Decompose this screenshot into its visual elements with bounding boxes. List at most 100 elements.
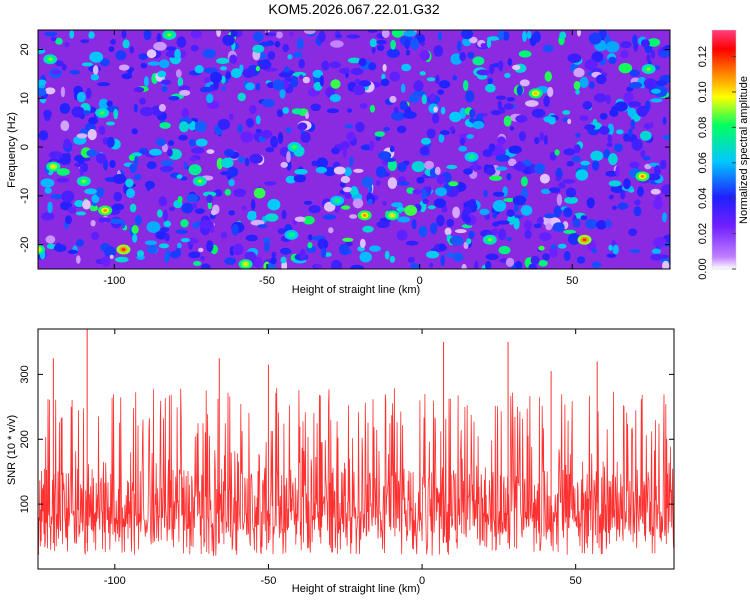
heatmap-blob	[263, 237, 271, 243]
heatmap-blob	[606, 142, 613, 148]
heatmap-blob	[109, 218, 123, 225]
heatmap-blob	[503, 198, 516, 202]
heatmap-blob	[199, 86, 212, 93]
colorbar-tick-label: 0.06	[697, 152, 709, 173]
heatmap-blob	[102, 137, 108, 145]
heatmap-blob	[149, 148, 162, 156]
heatmap-blob	[548, 187, 560, 193]
heatmap-blob	[299, 74, 304, 80]
heatmap-blob	[515, 261, 523, 269]
heatmap-blob	[396, 125, 407, 134]
heatmap-blob	[563, 207, 573, 218]
heatmap-blob	[533, 223, 542, 229]
heatmap-blob	[237, 123, 243, 134]
heatmap-blob	[287, 54, 293, 60]
heatmap-blob	[249, 153, 263, 164]
heatmap-blob	[342, 186, 352, 193]
heatmap-blob	[65, 215, 72, 225]
heatmap-blob	[369, 38, 378, 48]
heatmap-y-tick-label: 0	[19, 144, 31, 150]
heatmap-blob	[180, 219, 189, 228]
heatmap-blob	[591, 51, 604, 63]
heatmap-blob	[538, 245, 545, 251]
heatmap-blob	[267, 198, 281, 211]
heatmap-blob	[76, 255, 81, 264]
heatmap-blob	[461, 263, 467, 269]
heatmap-blob	[329, 94, 341, 103]
heatmap-blob	[465, 90, 475, 103]
heatmap-blob	[506, 209, 515, 217]
heatmap-blob	[393, 106, 399, 114]
heatmap-blob	[376, 39, 387, 45]
heatmap-blob	[87, 129, 97, 141]
heatmap-blob	[467, 51, 475, 59]
heatmap-blob	[613, 143, 623, 153]
heatmap-blob	[512, 64, 521, 70]
heatmap-blob	[286, 151, 291, 163]
heatmap-blob	[391, 111, 405, 121]
heatmap-blob	[611, 240, 616, 247]
heatmap-blob	[311, 160, 318, 167]
heatmap-hot-spot-core	[582, 238, 587, 242]
heatmap-blob	[468, 230, 475, 240]
heatmap-blob	[277, 132, 284, 144]
heatmap-blob	[608, 56, 617, 64]
heatmap-blob	[599, 112, 608, 120]
heatmap-blob	[333, 166, 346, 175]
heatmap-hot-spot-core	[646, 67, 651, 71]
heatmap-blob	[277, 228, 285, 235]
heatmap-blob	[77, 156, 85, 165]
heatmap-blob	[186, 193, 198, 203]
heatmap-blob	[248, 104, 257, 114]
heatmap-blob	[654, 165, 661, 177]
heatmap-blob	[191, 30, 202, 39]
heatmap-x-axis-label: Height of straight line (km)	[292, 284, 420, 296]
heatmap-blob	[132, 233, 138, 243]
heatmap-blob	[68, 206, 76, 214]
heatmap-blob	[520, 205, 533, 216]
heatmap-blob	[483, 189, 488, 198]
heatmap-blob	[648, 122, 654, 129]
heatmap-blob	[158, 243, 170, 249]
heatmap-blob	[513, 202, 519, 213]
heatmap-blob	[302, 215, 315, 225]
heatmap-blob	[264, 241, 270, 252]
heatmap-blob	[516, 85, 523, 96]
heatmap-blob	[429, 93, 436, 103]
heatmap-blob	[113, 108, 119, 120]
heatmap-blob	[50, 36, 57, 42]
heatmap-blob	[488, 143, 496, 152]
heatmap-blob	[216, 157, 223, 170]
heatmap-blob	[637, 186, 644, 197]
snr-y-ticks: 100 200 300	[19, 365, 674, 513]
heatmap-blob	[419, 50, 430, 61]
heatmap-blob	[285, 175, 296, 184]
heatmap-blob	[632, 34, 638, 46]
heatmap-hot-spot-core	[103, 209, 107, 212]
heatmap-blob	[294, 216, 306, 222]
heatmap-blob	[662, 116, 667, 125]
heatmap-blob	[605, 94, 611, 105]
heatmap-blob	[146, 182, 151, 192]
heatmap-blob	[289, 76, 299, 88]
heatmap-blob	[60, 120, 70, 131]
heatmap-blob	[76, 91, 86, 103]
heatmap-blob	[552, 222, 565, 233]
heatmap-blob	[476, 113, 484, 121]
heatmap-blob	[620, 50, 629, 59]
heatmap-hot-spot-core	[48, 57, 53, 61]
heatmap-blob	[382, 64, 387, 72]
heatmap-blob	[308, 205, 321, 214]
heatmap-blob	[660, 159, 667, 170]
heatmap-blob	[462, 206, 472, 215]
heatmap-blob	[421, 189, 427, 201]
heatmap-blob	[402, 111, 417, 119]
colorbar-frame	[711, 29, 737, 270]
heatmap-blob	[489, 175, 503, 181]
heatmap-blob	[369, 104, 375, 113]
heatmap-blob	[506, 97, 515, 102]
heatmap-blob	[449, 235, 464, 246]
heatmap-blob	[276, 109, 284, 118]
heatmap-blob	[459, 51, 467, 62]
heatmap-blob	[620, 41, 632, 49]
